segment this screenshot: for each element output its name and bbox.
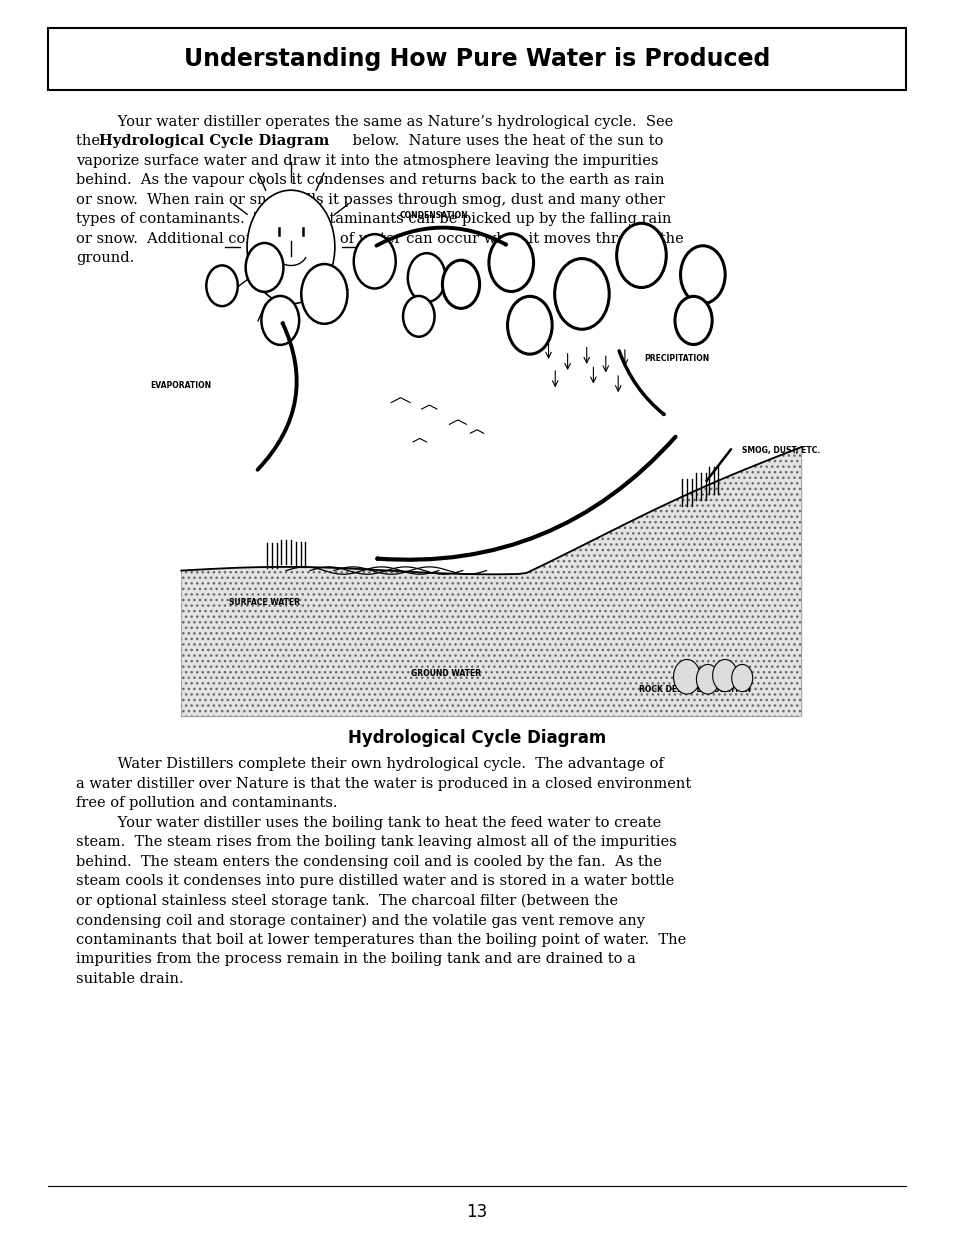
Text: impurities from the process remain in the boiling tank and are drained to a: impurities from the process remain in th… [76, 952, 636, 966]
Circle shape [712, 659, 737, 692]
FancyBboxPatch shape [48, 28, 905, 90]
Text: Water Distillers complete their own hydrological cycle.  The advantage of: Water Distillers complete their own hydr… [76, 757, 663, 771]
Circle shape [696, 664, 719, 694]
Text: SURFACE WATER: SURFACE WATER [229, 598, 299, 606]
Text: SMOG, DUST, ETC.: SMOG, DUST, ETC. [741, 446, 820, 456]
Text: steam.  The steam rises from the boiling tank leaving almost all of the impuriti: steam. The steam rises from the boiling … [76, 835, 677, 850]
Circle shape [616, 224, 665, 288]
Circle shape [407, 253, 445, 303]
Text: or snow.  Additional contamination of water can occur when it moves through the: or snow. Additional contamination of wat… [76, 232, 683, 246]
FancyArrowPatch shape [376, 227, 505, 246]
Text: free of pollution and contaminants.: free of pollution and contaminants. [76, 797, 337, 810]
Text: steam cools it condenses into pure distilled water and is stored in a water bott: steam cools it condenses into pure disti… [76, 874, 674, 888]
Circle shape [554, 258, 609, 330]
Text: the: the [76, 135, 105, 148]
Text: vaporize surface water and draw it into the atmosphere leaving the impurities: vaporize surface water and draw it into … [76, 154, 659, 168]
Text: Hydrological Cycle Diagram: Hydrological Cycle Diagram [99, 135, 329, 148]
Circle shape [354, 235, 395, 289]
Text: suitable drain.: suitable drain. [76, 972, 184, 986]
Text: EVAPORATION: EVAPORATION [151, 380, 212, 390]
Circle shape [674, 296, 711, 345]
Text: contaminants that boil at lower temperatures than the boiling point of water.  T: contaminants that boil at lower temperat… [76, 932, 686, 947]
Text: condensing coil and storage container) and the volatile gas vent remove any: condensing coil and storage container) a… [76, 913, 644, 927]
Circle shape [673, 659, 700, 694]
Circle shape [442, 261, 479, 309]
Circle shape [403, 296, 435, 337]
Text: 13: 13 [466, 1203, 487, 1221]
Text: Hydrological Cycle Diagram: Hydrological Cycle Diagram [348, 729, 605, 747]
Text: ground.: ground. [76, 252, 134, 266]
Text: Understanding How Pure Water is Produced: Understanding How Pure Water is Produced [184, 47, 769, 72]
Text: a water distiller over Nature is that the water is produced in a closed environm: a water distiller over Nature is that th… [76, 777, 691, 790]
Circle shape [261, 296, 299, 345]
Circle shape [679, 246, 724, 304]
Text: Your water distiller operates the same as Nature’s hydrological cycle.  See: Your water distiller operates the same a… [76, 115, 673, 128]
Text: types of contaminants.  These contaminants can be picked up by the falling rain: types of contaminants. These contaminant… [76, 212, 671, 226]
Circle shape [247, 190, 335, 304]
Text: CONDENSATION: CONDENSATION [399, 211, 468, 220]
Text: GROUND WATER: GROUND WATER [411, 668, 481, 678]
FancyArrowPatch shape [257, 324, 296, 469]
Circle shape [731, 664, 752, 692]
Text: below.  Nature uses the heat of the sun to: below. Nature uses the heat of the sun t… [348, 135, 663, 148]
Text: or optional stainless steel storage tank.  The charcoal filter (between the: or optional stainless steel storage tank… [76, 894, 618, 908]
FancyArrowPatch shape [618, 351, 663, 415]
Circle shape [488, 233, 533, 291]
Circle shape [301, 264, 347, 324]
Text: behind.  As the vapour cools it condenses and returns back to the earth as rain: behind. As the vapour cools it condenses… [76, 173, 664, 188]
FancyArrowPatch shape [706, 450, 730, 480]
Text: or snow.  When rain or snow falls it passes through smog, dust and many other: or snow. When rain or snow falls it pass… [76, 193, 664, 207]
Text: Your water distiller uses the boiling tank to heat the feed water to create: Your water distiller uses the boiling ta… [76, 815, 660, 830]
FancyArrowPatch shape [377, 437, 675, 559]
Text: ROCK DEEP PERCOLATION: ROCK DEEP PERCOLATION [639, 685, 751, 694]
Circle shape [507, 296, 552, 354]
Circle shape [245, 243, 283, 291]
Circle shape [206, 266, 237, 306]
Text: PRECIPITATION: PRECIPITATION [643, 353, 708, 363]
Text: behind.  The steam enters the condensing coil and is cooled by the fan.  As the: behind. The steam enters the condensing … [76, 855, 661, 868]
